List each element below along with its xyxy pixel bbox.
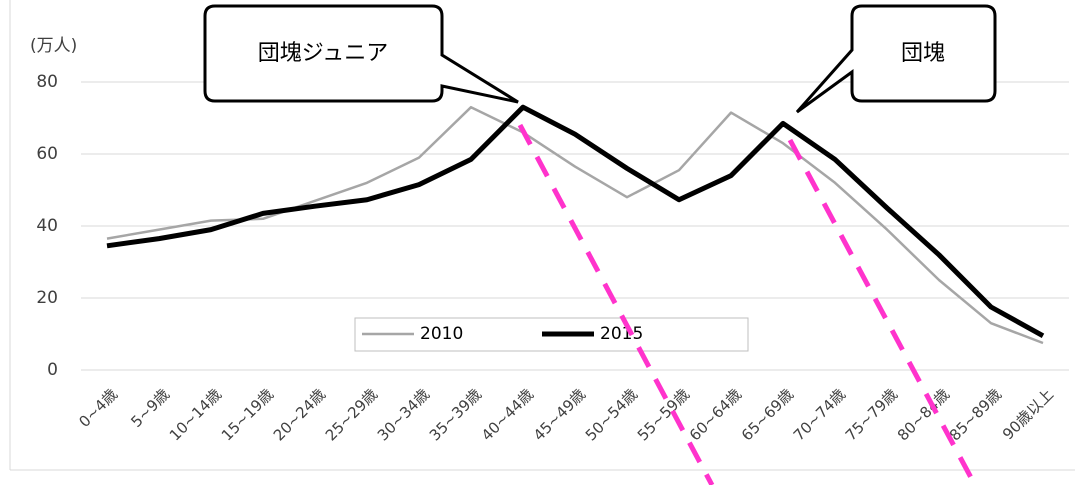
y-axis-unit: (万人) — [30, 36, 77, 56]
legend: 2010 2015 — [354, 317, 749, 352]
series-line — [106, 104, 1045, 338]
y-tick-label: 60 — [36, 144, 58, 164]
arrow-line — [517, 123, 715, 485]
y-tick-label: 80 — [36, 72, 58, 92]
legend-label: 2015 — [600, 324, 643, 344]
y-tick-label: 20 — [36, 288, 58, 308]
legend-label: 2010 — [420, 324, 463, 344]
callout — [795, 4, 997, 114]
arrow-line — [787, 138, 978, 485]
series-line — [106, 105, 1044, 345]
callout-text: 団塊 — [901, 41, 945, 66]
y-tick-label: 0 — [47, 360, 58, 380]
y-tick-label: 40 — [36, 216, 58, 236]
callout — [203, 4, 519, 104]
plot — [106, 104, 1045, 345]
callout-text: 団塊ジュニア — [258, 41, 388, 66]
